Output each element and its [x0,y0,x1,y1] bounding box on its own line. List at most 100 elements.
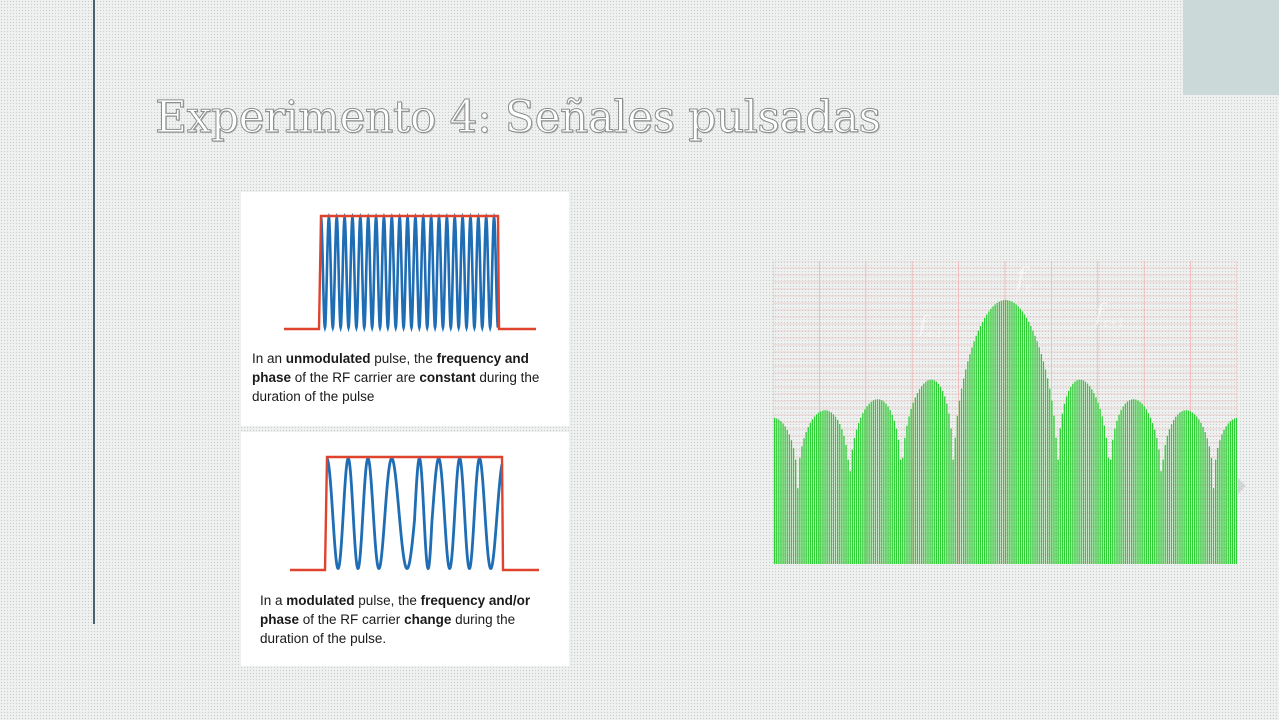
spectrum-bar [832,414,835,564]
spectrum-bar [969,354,971,564]
spectrum-bar [1139,401,1141,564]
spectrum-bar [1194,414,1196,564]
spectrum-bar [1107,457,1110,564]
spectrum-bar [843,435,845,564]
spectrum-bar [1147,413,1150,564]
spectrum-bar [988,311,990,564]
modulated-pulse-panel: In a modulated pulse, the frequency and/… [241,432,569,666]
spectrum-bar [902,457,904,564]
spectrum-bar [895,428,898,564]
spectrum-bar [813,416,816,564]
spectrum-bar [1101,416,1103,564]
spectrum-bar [851,449,853,564]
spectrum-bar [998,301,1000,564]
spectrum-bar [1034,335,1036,564]
spectrum-bar [860,417,862,564]
spectrum-bar [858,423,860,564]
spectrum-bar [925,381,927,564]
spectrum-bar [1084,381,1087,564]
spectrum-bar [952,459,954,564]
spectrum-bar [1110,459,1112,564]
spectrum-bar [1021,311,1024,564]
spectrum-bar [1013,302,1015,564]
spectrum-bar [1097,402,1099,564]
spectrum-bar [1118,414,1120,564]
spectrum-bar [910,408,912,564]
spectrum-bar [1082,380,1084,564]
spectrum-bar [1009,300,1011,564]
upper-sideband-label: fc+1 [1093,299,1124,329]
spectrum-bar [1076,380,1078,564]
spectrum-bar [1103,425,1105,564]
spectrum-bar [981,321,984,564]
spectrum-bar [776,418,778,564]
spectrum-bar [1196,416,1198,564]
spectrum-bar [847,459,849,564]
spectrum-bar [1099,408,1101,564]
spectrum-bar [879,399,881,564]
spectrum-bar [876,399,879,564]
spectrum-bar [992,306,994,564]
spectrum-bar [795,459,797,564]
spectrum-bar [1154,429,1156,564]
spectrum-bar [931,379,933,564]
spectrum-bar [887,406,889,564]
spectrum-bar [1175,416,1177,564]
spectrum-bar [965,369,967,564]
spectrum-bar [790,440,793,564]
spectrum-bar [1105,437,1108,564]
spectrum-bar [975,335,977,564]
spectrum-bar [1011,301,1013,564]
spectrum-bar [908,416,910,564]
spectrum-bar [809,422,811,564]
spectrum-bar [1074,381,1076,564]
spectrum-bar [837,419,839,564]
spectrum-bar [855,429,858,564]
spectrum-bar [1185,410,1187,564]
spectrum-bar [1002,300,1005,564]
spectrum-bar [818,412,820,564]
spectrum-bar [1233,418,1236,564]
caption-segment: of the RF carrier [299,612,405,627]
spectrum-bar [984,317,986,564]
spectrum-bar [1156,438,1158,564]
pulse-spectrum-plot: fc fc-1 fc+1 [773,261,1237,564]
spectrum-bar [923,383,925,564]
spectrum-bar [1191,412,1194,564]
unmodulated-pulse-envelope [284,214,536,331]
spectrum-bar [900,459,902,564]
spectrum-bar [830,412,832,564]
caption-segment: pulse, the [370,351,437,366]
spectrum-bar [1236,417,1237,564]
spectrum-bar [939,386,942,564]
spectrum-bar [1223,429,1225,564]
caption-segment: frequency and phase [252,351,529,385]
spectrum-bar [918,389,921,564]
spectrum-bar [1141,403,1143,564]
spectrum-bar [1068,390,1070,564]
spectrum-bar [967,361,969,564]
spectrum-bar [1221,434,1223,564]
spectrum-bar [1042,361,1045,564]
spectrum-bar [1036,341,1038,564]
spectrum-bar [872,400,874,564]
spectrum-bar [1112,439,1114,564]
spectrum-bar [1120,410,1122,564]
spectrum-bar [1051,400,1053,564]
spectrum-bar [906,425,908,564]
spectrum-bar [834,416,837,564]
corner-decoration [1183,0,1279,95]
spectrum-bar [883,401,885,564]
spectrum-bar [1187,410,1189,564]
spectrum-bar [853,438,856,564]
caption-segment: modulated [286,593,355,608]
spectrum-bar [1057,459,1059,564]
spectrum-bar [1015,304,1017,564]
spectrum-bar [1122,406,1124,564]
spectrum-bar [1017,306,1019,564]
spectrum-bar [1208,446,1210,564]
spectrum-bar [963,378,965,564]
caption-segment: change [404,612,452,627]
spectrum-bar [805,432,807,564]
spectrum-bar [1133,399,1135,564]
